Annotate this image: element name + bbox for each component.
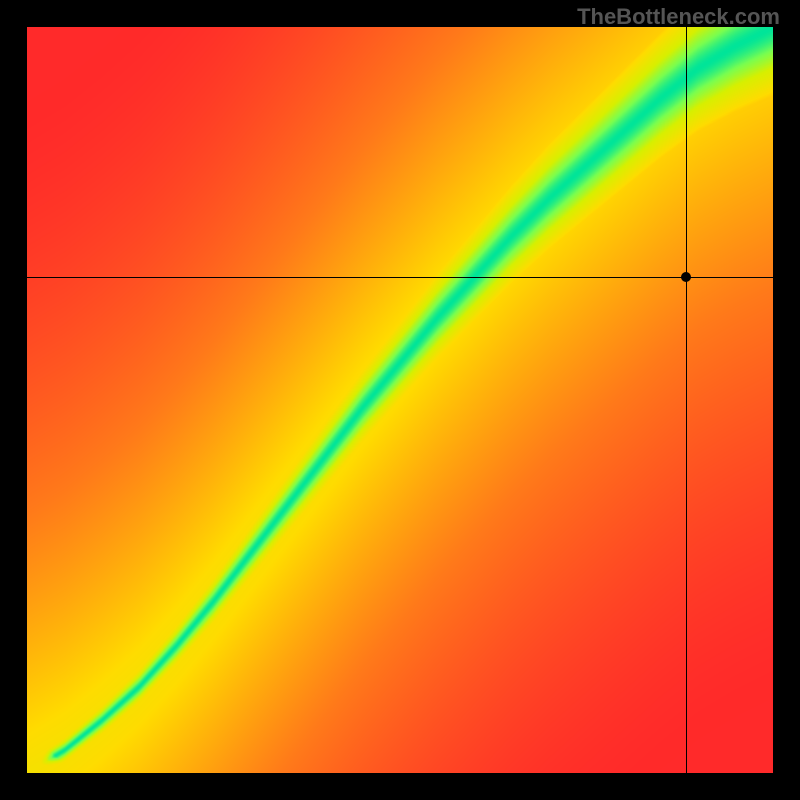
crosshair-horizontal bbox=[27, 277, 773, 278]
heatmap-canvas bbox=[27, 27, 773, 773]
crosshair-vertical bbox=[686, 27, 687, 773]
watermark-text: TheBottleneck.com bbox=[577, 4, 780, 30]
heatmap-plot bbox=[27, 27, 773, 773]
crosshair-marker bbox=[681, 272, 691, 282]
